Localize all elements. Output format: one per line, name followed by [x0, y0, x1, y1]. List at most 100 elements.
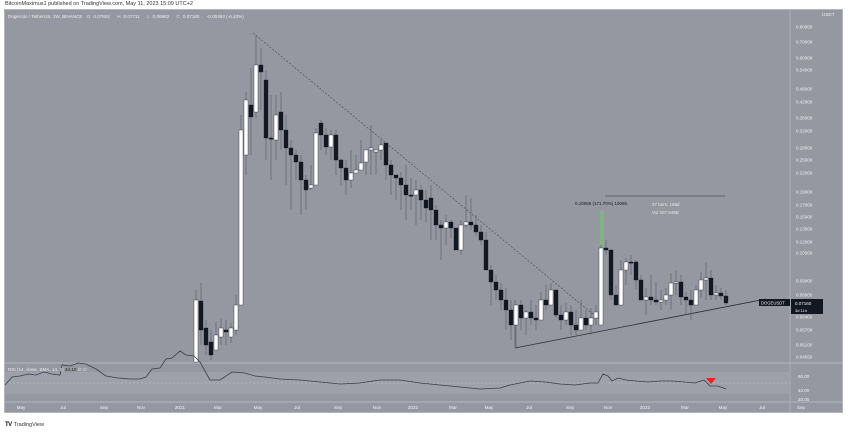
candle-down [208, 341, 214, 356]
candle-up [228, 327, 234, 338]
price-axis[interactable]: 0.80000 0.70000 0.60000 0.54000 0.48000 0.420… [796, 25, 813, 360]
candle-up [463, 221, 469, 226]
price-tick: 0.10500 [796, 251, 813, 256]
publish-attribution: BitcoinMaximus1 published on TradingView… [5, 1, 193, 7]
candle-down [503, 299, 509, 311]
candle-down [708, 277, 714, 296]
time-tick: Jul [526, 405, 532, 410]
candle-down [198, 300, 204, 331]
time-tick: Mar [681, 405, 689, 410]
candle-up [598, 247, 604, 326]
candle-down [293, 154, 299, 163]
candle-down [283, 129, 289, 149]
time-tick: Sep [566, 405, 575, 410]
bearish-signal-marker [706, 378, 716, 384]
chart-panel[interactable] [4, 9, 843, 413]
candle-up [658, 299, 664, 303]
candle-down [298, 161, 304, 181]
change-value: -0.00492 (-6.43%) [206, 14, 244, 19]
candle-down [438, 224, 444, 229]
time-tick: Nov [604, 405, 613, 410]
candle-down [423, 199, 429, 209]
symbol-legend[interactable]: Dogecoin / TetherUS, 1W, BINANCE O 0.0765… [8, 14, 247, 19]
candle-down [408, 194, 414, 197]
candle-up [313, 132, 319, 186]
time-tick: May [254, 405, 263, 410]
candle-down [633, 261, 639, 281]
candle-up [443, 221, 449, 229]
candle-down [333, 134, 339, 161]
rsi-extra-1: ∅ [77, 367, 82, 372]
time-tick: 2023 [640, 405, 651, 410]
candle-down [318, 122, 324, 136]
ascending-support-line[interactable] [514, 298, 767, 349]
candle-up [698, 279, 704, 291]
candle-up [238, 129, 244, 306]
candle-down [628, 261, 634, 264]
price-tick: 0.80000 [796, 25, 813, 30]
price-tick: 0.09000 [796, 279, 813, 284]
candle-down [383, 142, 389, 166]
candle-down [248, 104, 254, 118]
candle-down [418, 189, 424, 201]
price-tick: 0.28000 [796, 146, 813, 151]
measure-bars-label: 27 bars, 189d [652, 202, 680, 207]
candle-up [253, 64, 259, 113]
candle-down [543, 299, 549, 306]
candle-up [693, 289, 699, 306]
candle-up [563, 311, 569, 321]
open-value: O 0.07652 [86, 14, 110, 19]
price-tick: 0.15000 [796, 215, 813, 220]
time-axis[interactable]: May Jul Sep Nov 2021 Mar May Jul Sep Nov 2022 Mar Ma… [17, 405, 806, 410]
price-tick: 0.25000 [796, 158, 813, 163]
close-value: C 0.07160 [176, 14, 200, 19]
tradingview-branding[interactable]: TV TradingView [5, 422, 44, 428]
candle-down [483, 239, 489, 271]
time-tick: Nov [137, 405, 146, 410]
current-price-tag [791, 299, 823, 314]
time-tick: Jul [294, 405, 300, 410]
candle-up [673, 281, 679, 284]
candle-down [433, 209, 439, 226]
price-tick: 0.05100 [796, 343, 813, 348]
candle-down [398, 177, 404, 186]
candle-down [263, 79, 269, 139]
symbol-tag-label: DOGEUSDT [761, 301, 785, 306]
candle-down [638, 279, 644, 301]
candle-up [368, 147, 374, 151]
candle-down [403, 184, 409, 196]
candle-down [338, 159, 344, 169]
time-tick: Sep [797, 405, 806, 410]
price-tick: 0.70000 [796, 40, 813, 45]
candle-down [533, 317, 539, 321]
time-tick: Nov [373, 405, 382, 410]
candle-down [478, 231, 484, 241]
rsi-tick: 20.00 [798, 397, 810, 402]
candle-down [343, 167, 349, 181]
candle-up [618, 269, 624, 306]
candle-down [488, 269, 494, 283]
candle-down [683, 296, 689, 301]
candle-up [358, 162, 364, 171]
candle-down [278, 111, 284, 131]
descending-trendline[interactable] [252, 32, 601, 321]
candle-up [213, 334, 219, 351]
candle-up [218, 327, 224, 338]
rsi-value: 44.10 [64, 367, 77, 372]
candle-up [308, 184, 314, 189]
candle-up [548, 289, 554, 306]
candle-down [648, 296, 654, 301]
price-tick: 0.48000 [796, 87, 813, 92]
measure-label: 0.10066 (171.70%) 10066 [575, 201, 628, 206]
measure-volume-label: Vol 307.949B [652, 210, 679, 215]
candle-down [573, 324, 579, 331]
time-tick: Sep [334, 405, 343, 410]
candle-down [678, 281, 684, 298]
candle-down [603, 247, 609, 251]
candle-down [388, 164, 394, 176]
candle-down [268, 137, 274, 140]
candle-up [353, 169, 359, 174]
rsi-legend[interactable]: RSI (14, close, SMA, 14, 2) 44.10 ∅ ∅ [8, 367, 87, 373]
price-tick: 0.17000 [796, 203, 813, 208]
